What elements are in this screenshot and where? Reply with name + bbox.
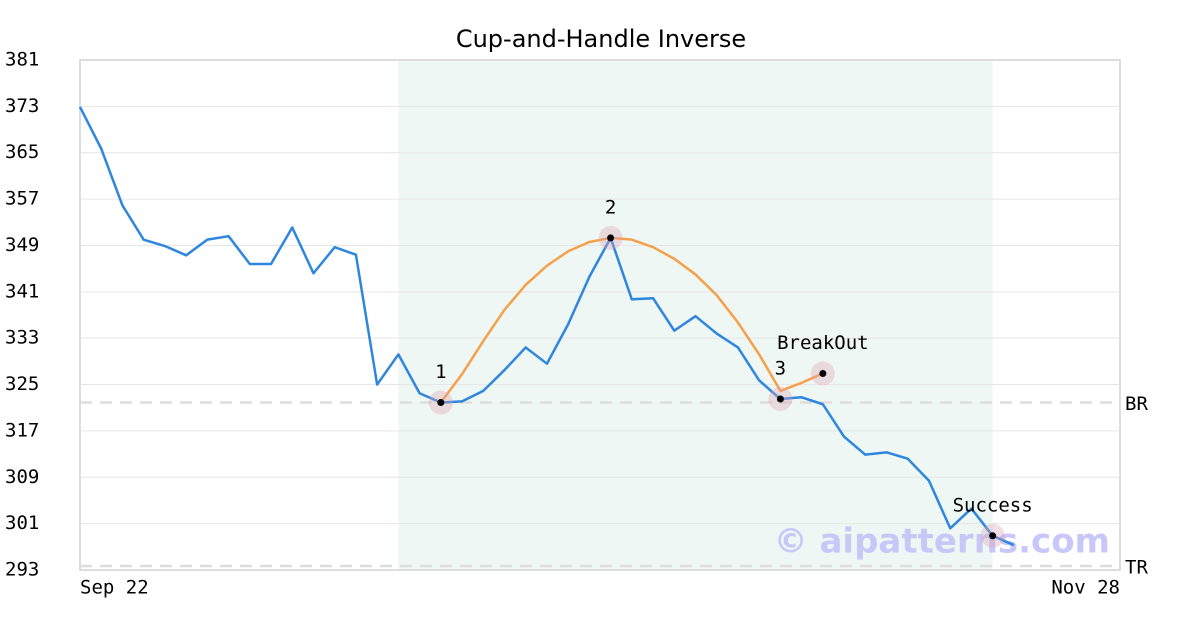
y-tick-label: 373: [5, 95, 39, 117]
y-tick-label: 301: [5, 512, 39, 534]
watermark: © aipatterns.com: [774, 522, 1110, 562]
y-tick-label: 365: [5, 141, 39, 163]
y-tick-label: 317: [5, 419, 39, 441]
series-line: [78, 106, 1015, 547]
y-tick-label: 349: [5, 234, 39, 256]
y-tick-label: 325: [5, 373, 39, 395]
reference-label: BR: [1125, 393, 1148, 415]
point-label: 1: [435, 361, 446, 383]
y-tick-label: 333: [5, 327, 39, 349]
x-tick-label: Sep 22: [80, 577, 149, 599]
point-label: 2: [605, 196, 616, 218]
point-dot: [819, 370, 827, 378]
point-dot: [437, 399, 445, 407]
x-tick-label: Nov 28: [1051, 577, 1120, 599]
point-label: 3: [775, 358, 786, 380]
point-dot: [776, 395, 784, 403]
y-tick-label: 341: [5, 280, 39, 302]
reference-label: TR: [1125, 556, 1148, 578]
series-line: [439, 236, 824, 404]
chart-title: Cup-and-Handle Inverse: [456, 25, 746, 53]
point-label: BreakOut: [777, 332, 869, 354]
y-tick-label: 381: [5, 49, 39, 71]
point-label: Success: [953, 494, 1033, 516]
point-dot: [607, 234, 615, 242]
y-tick-label: 309: [5, 466, 39, 488]
point-dot: [989, 532, 997, 540]
y-tick-label: 357: [5, 188, 39, 210]
y-tick-label: 293: [5, 559, 39, 581]
plot-frame: [79, 59, 1121, 571]
